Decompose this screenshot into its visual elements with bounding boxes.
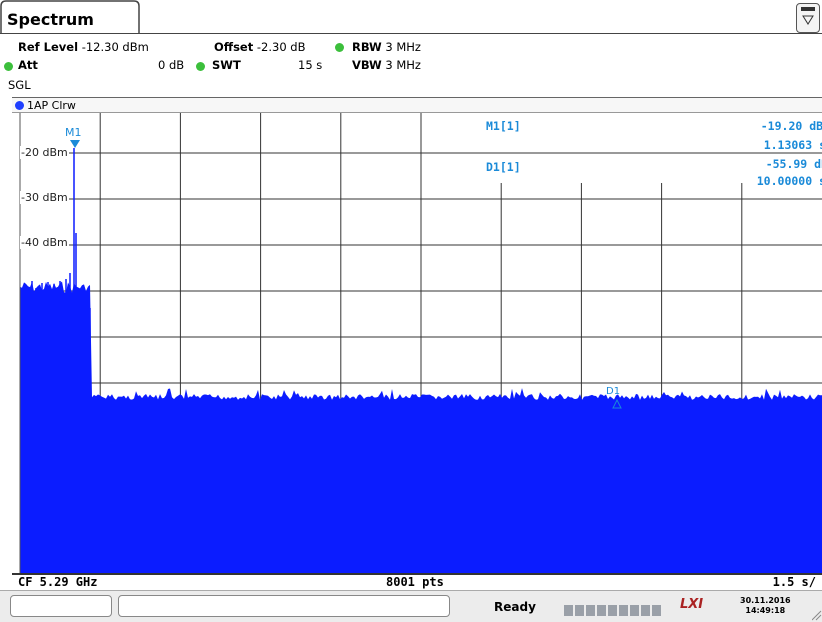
toolbar-menu-icon[interactable]: [796, 3, 820, 33]
plot-canvas: [12, 113, 822, 573]
y-label-0: -20 dBm: [20, 146, 69, 159]
swt-status-led: [196, 62, 205, 71]
status-date: 30.11.2016: [740, 596, 791, 605]
trace-fill: [20, 281, 822, 573]
progress-indicator: [564, 601, 663, 620]
status-field-1[interactable]: [10, 595, 112, 617]
offset-setting: Offset -2.30 dB: [214, 40, 306, 54]
points-count: 8001 pts: [386, 575, 444, 589]
trace-color-dot: [15, 101, 24, 110]
m1-readout-level: -19.20 dBm: [760, 119, 822, 133]
ready-status: Ready: [494, 600, 536, 614]
m1-tag: M1: [65, 126, 82, 139]
rbw-setting: RBW 3 MHz: [352, 40, 421, 54]
plot-footer: CF 5.29 GHz 8001 pts 1.5 s/: [12, 573, 822, 590]
swt-value: 15 s: [298, 58, 323, 72]
rbw-value: 3 MHz: [385, 40, 421, 54]
att-status-led: [4, 62, 13, 71]
lxi-logo: LXI: [680, 597, 704, 612]
d1-readout-name: D1[1]: [486, 160, 521, 174]
status-time: 14:49:18: [745, 606, 786, 615]
d1-marker-triangle: [612, 398, 622, 409]
center-frequency: CF 5.29 GHz: [18, 575, 98, 589]
swt-label: SWT: [212, 58, 241, 72]
ref-level-label: Ref Level: [18, 40, 79, 54]
trace-header: 1AP Clrw: [12, 97, 822, 113]
rbw-status-led: [335, 43, 344, 52]
vbw-setting: VBW 3 MHz: [352, 58, 421, 72]
y-label-2: -40 dBm: [20, 236, 69, 249]
tab-divider: [0, 33, 822, 34]
trace-label: 1AP Clrw: [27, 99, 76, 112]
y-label-1: -30 dBm: [20, 191, 69, 204]
spectrum-plot[interactable]: -20 dBm -30 dBm -40 dBm M1 D1 M1[1] D1[1…: [12, 113, 822, 573]
att-label: Att: [18, 58, 38, 72]
vbw-value: 3 MHz: [385, 58, 421, 72]
d1-readout-level: -55.99 dB: [765, 157, 822, 171]
resize-grip-icon[interactable]: [812, 609, 822, 621]
ref-level-setting: Ref Level -12.30 dBm: [18, 40, 149, 54]
offset-value: -2.30 dB: [256, 40, 306, 54]
rbw-label: RBW: [352, 40, 382, 54]
m1-readout-name: M1[1]: [486, 119, 521, 133]
spectrum-tab-shape: [0, 0, 140, 33]
d1-readout-time: 10.00000 s: [756, 174, 822, 188]
att-value: 0 dB: [158, 58, 185, 72]
spectrum-tab[interactable]: Spectrum: [7, 10, 94, 29]
m1-readout-time: 1.13063 s: [763, 138, 822, 152]
status-bar: Ready LXI 30.11.2016 14:49:18: [0, 590, 822, 622]
offset-label: Offset: [214, 40, 254, 54]
d1-tag: D1: [606, 386, 621, 397]
sgl-indicator: SGL: [8, 78, 31, 92]
ref-level-value: -12.30 dBm: [81, 40, 149, 54]
time-per-division: 1.5 s/: [772, 575, 816, 589]
vbw-label: VBW: [352, 58, 382, 72]
status-field-2[interactable]: [118, 595, 450, 617]
m1-marker-triangle: [70, 140, 80, 148]
date-time: 30.11.2016 14:49:18: [740, 596, 791, 616]
